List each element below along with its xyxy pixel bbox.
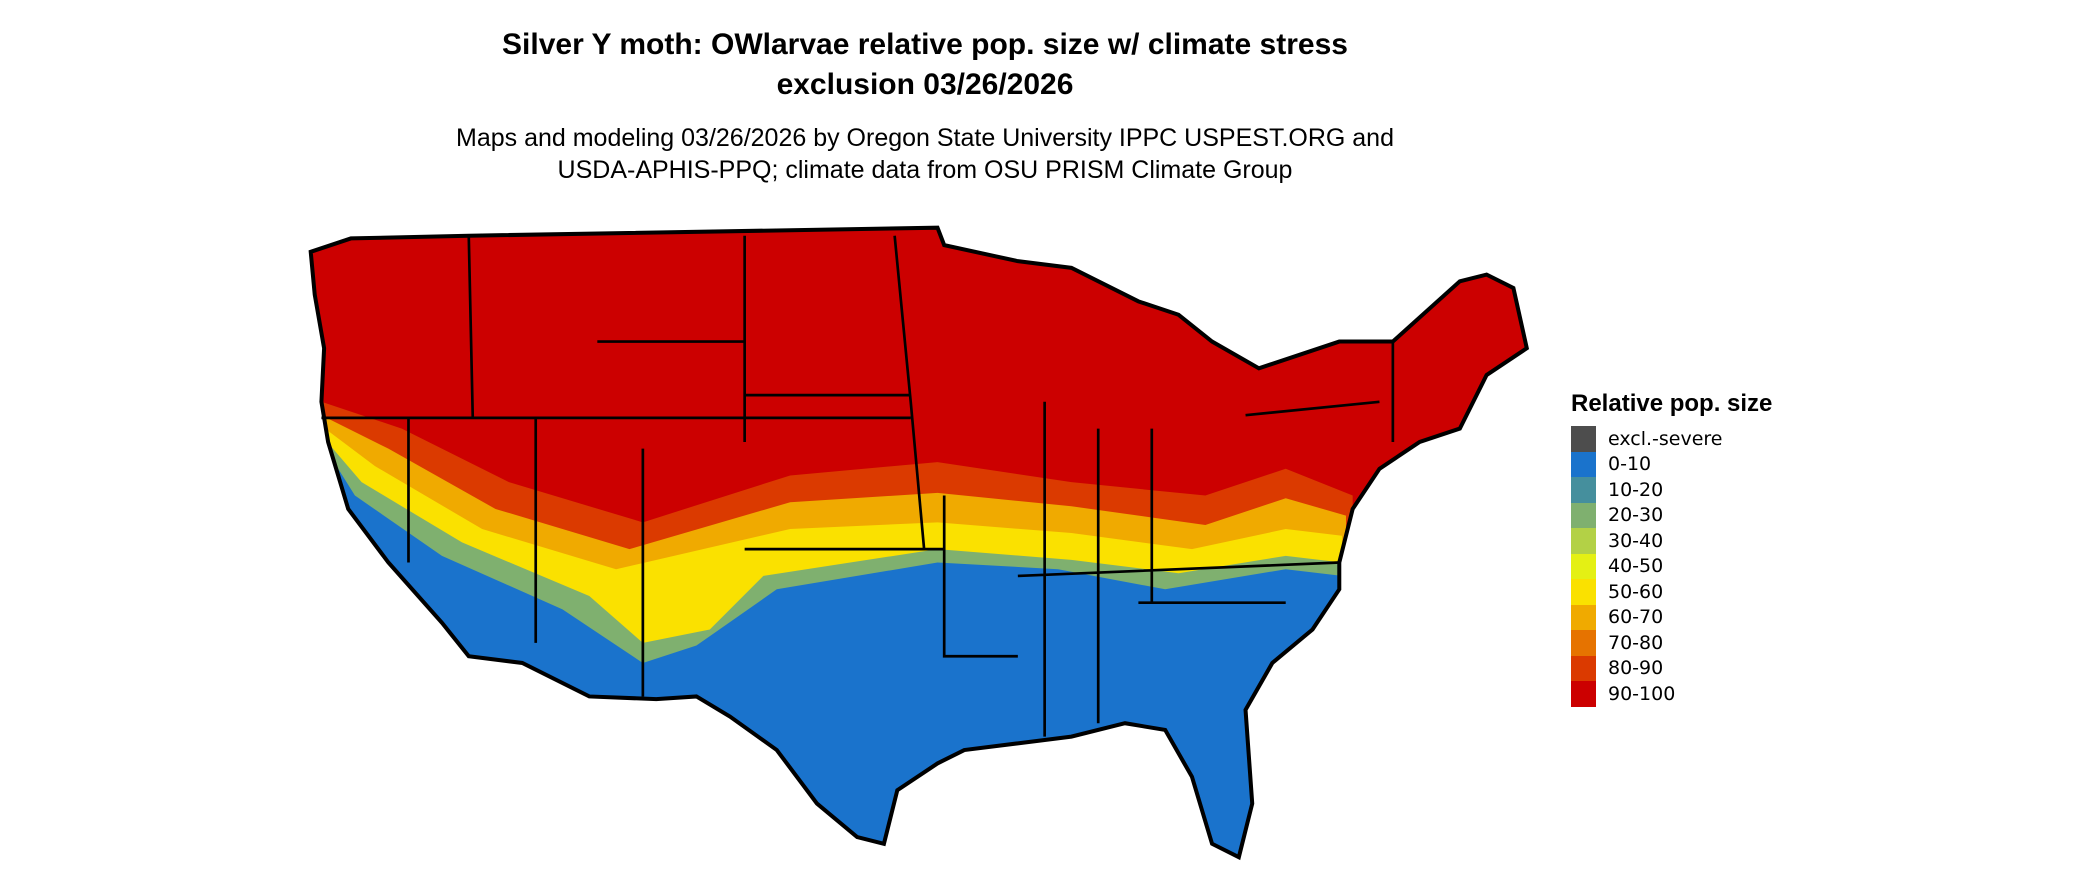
- legend-item: 30-40: [1571, 528, 1772, 554]
- legend-rows: excl.-severe 0-10 10-20 20-30 30-40 40-50 50-6…: [1571, 426, 1772, 707]
- subtitle-line1: Maps and modeling 03/26/2026 by Oregon S…: [456, 124, 1394, 152]
- legend-item: 80-90: [1571, 655, 1772, 681]
- legend-item: 20-30: [1571, 502, 1772, 528]
- legend-label: 70-80: [1608, 631, 1664, 654]
- legend-item: 70-80: [1571, 630, 1772, 656]
- legend-item: excl.-severe: [1571, 426, 1772, 452]
- legend-label: 60-70: [1608, 606, 1664, 629]
- legend-item: 60-70: [1571, 604, 1772, 630]
- legend-swatch: [1571, 604, 1596, 630]
- map-title-line1: Silver Y moth: OWlarvae relative pop. si…: [502, 28, 1348, 61]
- legend-label: 0-10: [1608, 453, 1652, 476]
- legend-swatch: [1571, 630, 1596, 656]
- legend-swatch: [1571, 528, 1596, 554]
- legend-swatch: [1571, 451, 1596, 477]
- legend-item: 90-100: [1571, 681, 1772, 707]
- legend-label: 10-20: [1608, 478, 1664, 501]
- legend-label: 50-60: [1608, 580, 1664, 603]
- legend-swatch: [1571, 502, 1596, 528]
- legend: Relative pop. size excl.-severe 0-10 10-20…: [1571, 390, 1772, 707]
- legend-swatch: [1571, 426, 1596, 452]
- legend-swatch: [1571, 553, 1596, 579]
- legend-label: 20-30: [1608, 504, 1664, 527]
- legend-item: 0-10: [1571, 451, 1772, 477]
- legend-swatch: [1571, 579, 1596, 605]
- legend-label: 90-100: [1608, 682, 1676, 705]
- legend-item: 10-20: [1571, 477, 1772, 503]
- subtitle-line2: USDA-APHIS-PPQ; climate data from OSU PR…: [557, 156, 1293, 184]
- state-borders: [311, 228, 1527, 857]
- legend-title: Relative pop. size: [1571, 390, 1773, 417]
- legend-swatch: [1571, 681, 1596, 707]
- legend-swatch: [1571, 477, 1596, 503]
- legend-label: 80-90: [1608, 657, 1664, 680]
- legend-label: excl.-severe: [1608, 427, 1723, 450]
- legend-label: 40-50: [1608, 555, 1664, 578]
- map-title-line2: exclusion 03/26/2026: [776, 68, 1074, 101]
- legend-label: 30-40: [1608, 529, 1664, 552]
- legend-item: 40-50: [1571, 553, 1772, 579]
- legend-swatch: [1571, 655, 1596, 681]
- legend-item: 50-60: [1571, 579, 1772, 605]
